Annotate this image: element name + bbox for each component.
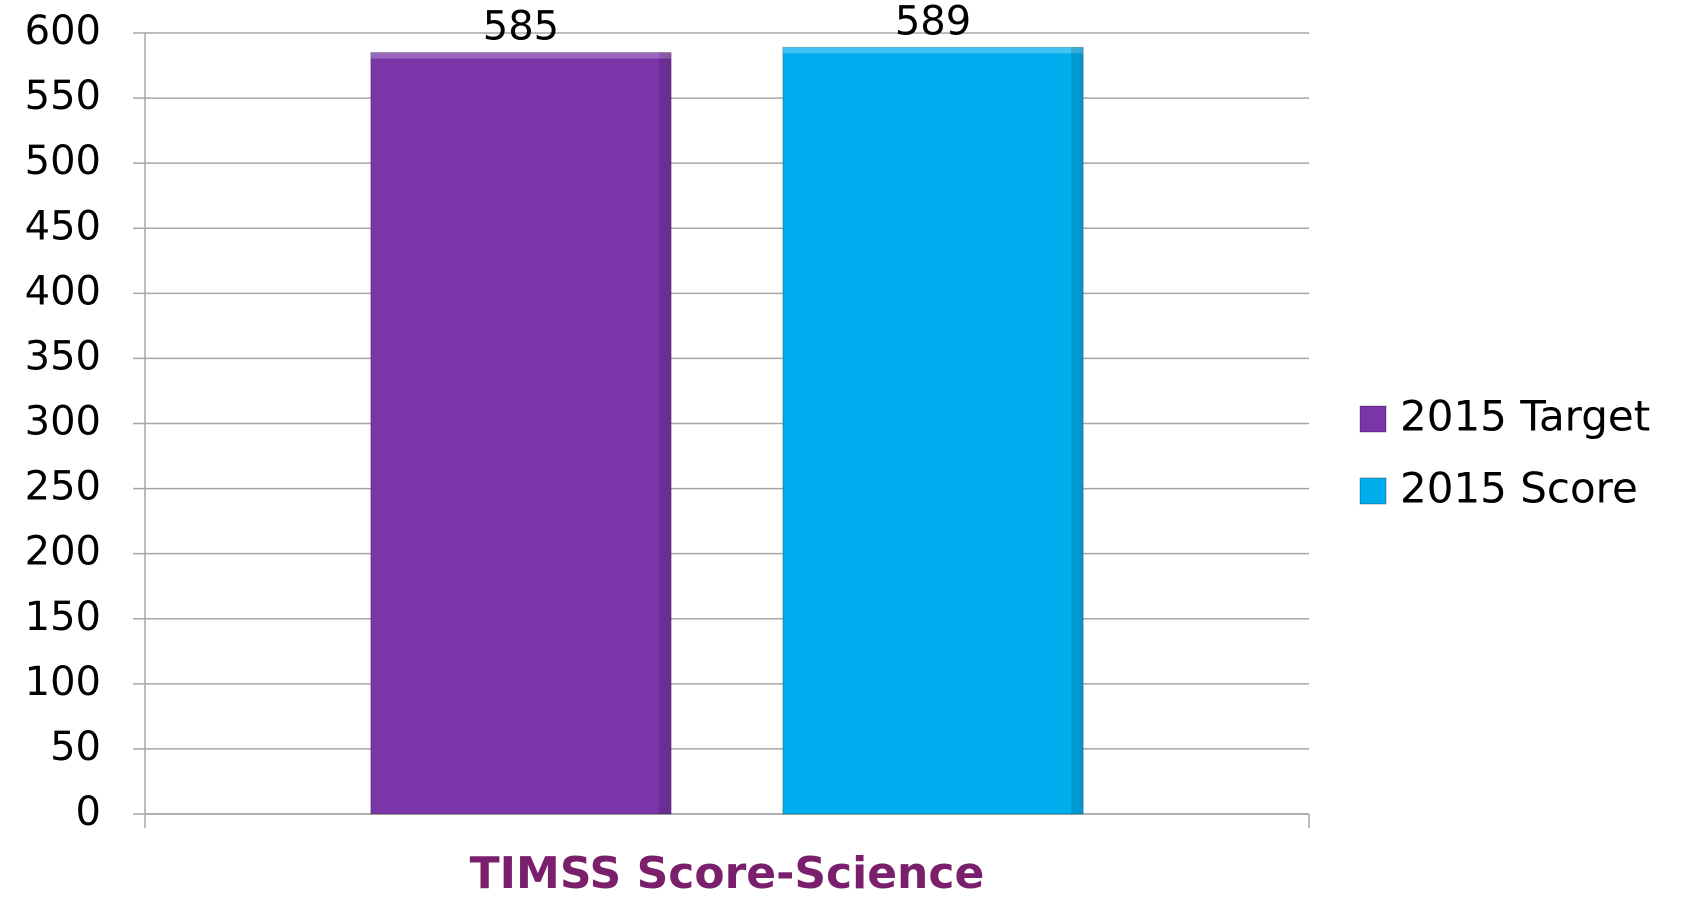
y-tick-label: 100 bbox=[25, 659, 101, 705]
data-label: 589 bbox=[895, 0, 971, 44]
y-tick-label: 200 bbox=[25, 529, 101, 575]
y-tick-label: 400 bbox=[25, 268, 101, 314]
bar-highlight bbox=[782, 47, 1084, 54]
y-tick-label: 150 bbox=[25, 594, 101, 640]
legend-swatch bbox=[1359, 477, 1387, 505]
y-tick-label: 0 bbox=[76, 789, 101, 835]
legend-label: 2015 Score bbox=[1400, 464, 1638, 513]
x-tick-label: TIMSS Score-Science bbox=[470, 848, 985, 899]
data-label: 585 bbox=[483, 4, 559, 50]
bar bbox=[782, 46, 1084, 815]
bar bbox=[370, 52, 672, 815]
y-tick-label: 450 bbox=[25, 203, 101, 249]
y-tick-label: 500 bbox=[25, 138, 101, 184]
legend-swatch bbox=[1359, 405, 1387, 433]
bar-highlight bbox=[370, 52, 672, 59]
bar-shade bbox=[1071, 47, 1084, 814]
y-tick-label: 50 bbox=[50, 724, 101, 770]
y-tick-label: 550 bbox=[25, 73, 101, 119]
y-tick-label: 600 bbox=[25, 8, 101, 54]
y-tick-label: 350 bbox=[25, 333, 101, 379]
bar-shade bbox=[659, 52, 672, 814]
y-tick-label: 300 bbox=[25, 399, 101, 445]
y-tick-label: 250 bbox=[25, 464, 101, 510]
legend-label: 2015 Target bbox=[1400, 392, 1650, 441]
